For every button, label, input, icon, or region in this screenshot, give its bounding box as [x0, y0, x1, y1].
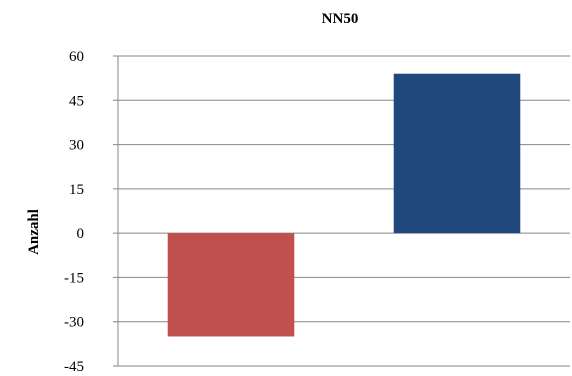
y-tick-label: -30: [64, 315, 84, 331]
y-tick-label: 60: [69, 49, 84, 65]
y-tick-label: 45: [69, 93, 84, 109]
y-tick-label: -15: [64, 270, 84, 286]
y-tick-labels: 60 45 30 15 0 -15 -30 -45: [64, 49, 84, 375]
chart-title: NN50: [322, 11, 359, 27]
bar: [393, 73, 521, 234]
y-tick-label: 30: [69, 138, 84, 154]
bars: [167, 73, 521, 337]
bar: [167, 233, 295, 337]
y-tick-label: 15: [69, 182, 84, 198]
y-tick-label: -45: [64, 359, 84, 375]
y-axis-label: Anzahl: [26, 209, 42, 255]
y-tick-label: 0: [77, 226, 85, 242]
